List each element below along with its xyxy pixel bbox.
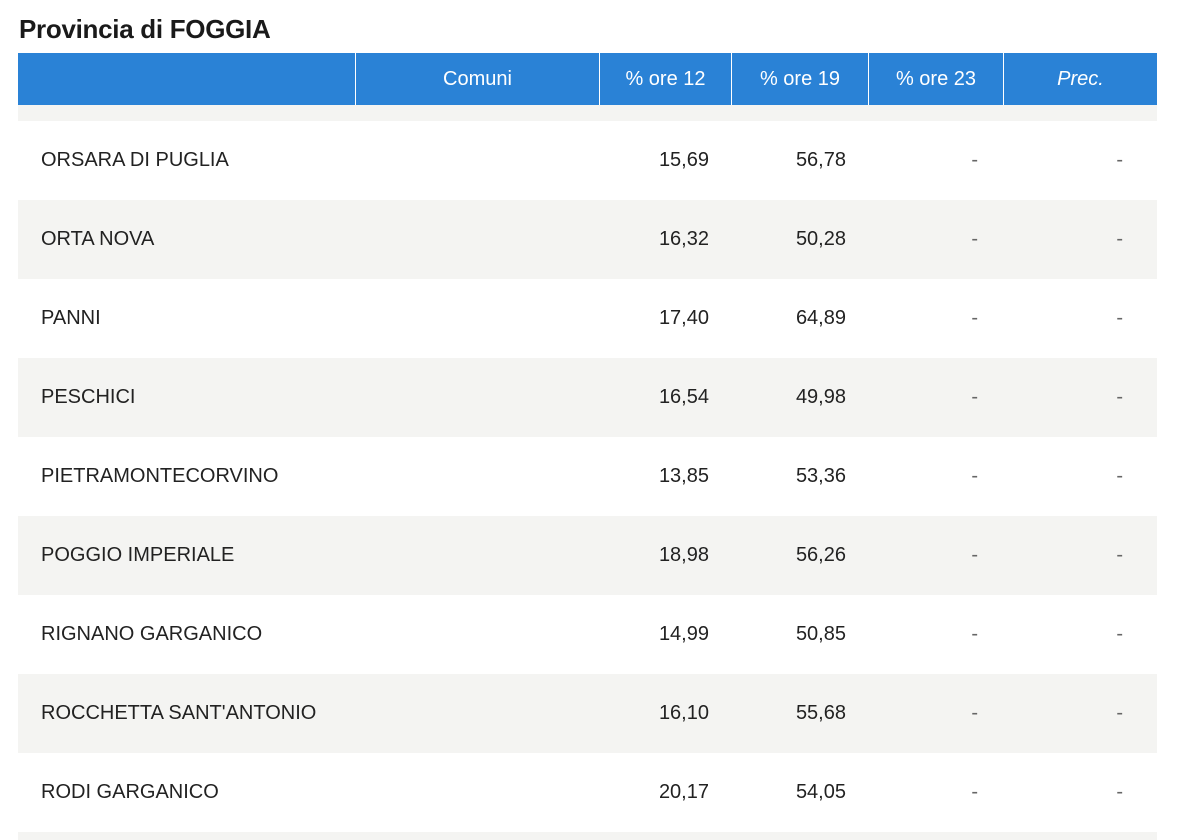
value-ore-12: 17,40 [658,307,709,329]
value-ore-12: 16,10 [658,702,709,724]
page-title: Provincia di FOGGIA [19,14,271,44]
comune-name: PESCHICI [41,386,136,408]
value-ore-19: 54,05 [795,781,846,803]
comune-name: RODI GARGANICO [41,781,219,803]
value-ore-12: 20,17 [658,781,709,803]
value-ore-23: - [971,307,978,329]
value-ore-12: 16,32 [658,228,709,250]
value-ore-23: - [971,386,978,408]
comune-name: ROCCHETTA SANT'ANTONIO [41,702,317,724]
value-ore-19: 50,28 [795,228,846,250]
value-ore-12: 14,99 [658,623,709,645]
turnout-table: Comuni % ore 12 % ore 19 % ore 23 Prec. … [18,53,1157,840]
table-spacer [18,105,1157,121]
value-prec: - [1116,307,1123,329]
value-prec: - [1116,702,1123,724]
header-prec[interactable]: Prec. [1003,53,1157,105]
value-prec: - [1116,386,1123,408]
value-ore-19: 55,68 [795,702,846,724]
value-ore-12: 13,85 [658,465,709,487]
value-ore-23: - [971,623,978,645]
value-ore-23: - [971,228,978,250]
value-ore-23: - [971,465,978,487]
value-ore-12: 16,54 [658,386,709,408]
comune-name: ORTA NOVA [41,228,155,250]
value-ore-12: 15,69 [658,149,709,171]
value-ore-23: - [971,781,978,803]
header-ore-23[interactable]: % ore 23 [868,53,1003,105]
value-prec: - [1116,781,1123,803]
table-row: PANNI 17,40 64,89 - - [18,279,1157,358]
value-prec: - [1116,623,1123,645]
header-ore-19[interactable]: % ore 19 [731,53,868,105]
table-row: POGGIO IMPERIALE 18,98 56,26 - - [18,516,1157,595]
table-row: RODI GARGANICO 20,17 54,05 - - [18,753,1157,832]
value-prec: - [1116,149,1123,171]
value-ore-19: 53,36 [795,465,846,487]
table-row: ORSARA DI PUGLIA 15,69 56,78 - - [18,121,1157,200]
table-header: Comuni % ore 12 % ore 19 % ore 23 Prec. [18,53,1157,105]
value-ore-23: - [971,544,978,566]
table-row-partial [18,832,1157,840]
value-ore-23: - [971,702,978,724]
header-name-column [18,53,355,105]
table-row: ORTA NOVA 16,32 50,28 - - [18,200,1157,279]
value-prec: - [1116,465,1123,487]
value-ore-19: 49,98 [795,386,846,408]
table-row: ROCCHETTA SANT'ANTONIO 16,10 55,68 - - [18,674,1157,753]
value-prec: - [1116,228,1123,250]
value-prec: - [1116,544,1123,566]
comune-name: RIGNANO GARGANICO [41,623,263,645]
comune-name: PIETRAMONTECORVINO [41,465,279,487]
value-ore-19: 56,78 [795,149,846,171]
header-ore-12[interactable]: % ore 12 [599,53,731,105]
value-ore-19: 50,85 [795,623,846,645]
table-row: RIGNANO GARGANICO 14,99 50,85 - - [18,595,1157,674]
value-ore-12: 18,98 [658,544,709,566]
table-row: PESCHICI 16,54 49,98 - - [18,358,1157,437]
value-ore-19: 56,26 [795,544,846,566]
header-comuni[interactable]: Comuni [355,53,599,105]
comune-name: PANNI [41,307,101,329]
table-row: PIETRAMONTECORVINO 13,85 53,36 - - [18,437,1157,516]
value-ore-19: 64,89 [795,307,846,329]
comune-name: ORSARA DI PUGLIA [41,149,229,171]
comune-name: POGGIO IMPERIALE [41,544,235,566]
value-ore-23: - [971,149,978,171]
